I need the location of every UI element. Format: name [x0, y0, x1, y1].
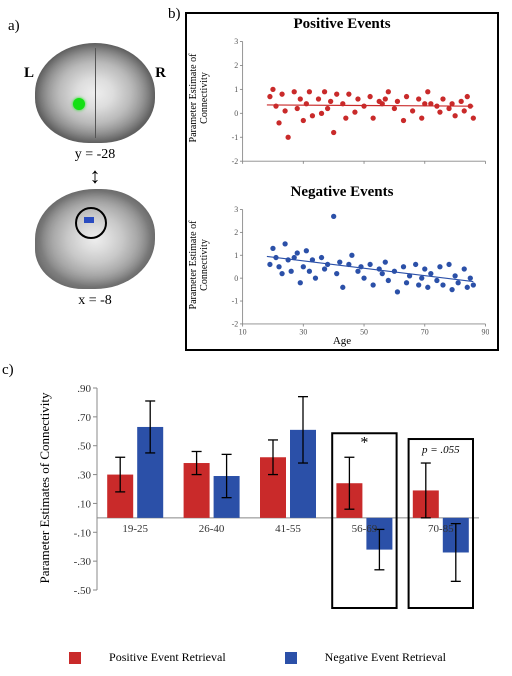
- svg-text:.10: .10: [77, 498, 91, 510]
- bar-panel: Parameter Estimates of Connectivity -.50…: [15, 370, 500, 665]
- svg-text:0: 0: [234, 273, 238, 282]
- svg-text:2: 2: [234, 228, 238, 237]
- xlabel: Age: [187, 335, 497, 347]
- right-hemisphere-label: R: [155, 65, 166, 82]
- svg-text:-.50: -.50: [74, 585, 92, 597]
- positive-title: Positive Events: [187, 16, 497, 33]
- brain-panel: L R y = -28 ↕ x = -8: [20, 35, 170, 335]
- svg-text:.70: .70: [77, 412, 91, 424]
- roi-circle: [75, 207, 107, 239]
- svg-text:.90: .90: [77, 383, 91, 395]
- coord-bottom: x = -8: [20, 293, 170, 309]
- svg-text:-2: -2: [232, 319, 239, 328]
- panel-b-label: b): [168, 6, 181, 23]
- positive-scatter-plot: -2 -1 0 1 2 3: [225, 38, 489, 170]
- svg-text:1: 1: [234, 85, 238, 94]
- svg-text:0: 0: [234, 109, 238, 118]
- bidirectional-arrow: ↕: [20, 167, 170, 185]
- activation-cluster-blue: [84, 217, 94, 223]
- svg-text:3: 3: [234, 206, 238, 214]
- svg-text:*: *: [360, 434, 368, 451]
- svg-text:26-40: 26-40: [199, 523, 225, 535]
- svg-text:56-69: 56-69: [352, 523, 378, 535]
- ylabel-negative: Parameter Estimate of Connectivity: [188, 200, 210, 330]
- positive-scatter-wrap: Positive Events Parameter Estimate of Co…: [187, 14, 497, 182]
- coronal-brain-slice: [35, 43, 155, 143]
- svg-text:1: 1: [234, 250, 238, 259]
- ylabel-positive: Parameter Estimate of Connectivity: [188, 33, 210, 163]
- svg-text:.30: .30: [77, 470, 91, 482]
- ylabel-c: Parameter Estimates of Connectivity: [37, 378, 53, 598]
- panel-c-label: c): [2, 362, 14, 379]
- svg-text:-2: -2: [232, 157, 239, 166]
- sagittal-brain-slice: [35, 189, 155, 289]
- svg-text:3: 3: [234, 38, 238, 46]
- legend: Positive Event Retrieval Negative Event …: [15, 650, 500, 665]
- svg-text:41-55: 41-55: [275, 523, 301, 535]
- legend-swatch-neg: [285, 652, 297, 664]
- activation-cluster-green: [73, 98, 85, 110]
- svg-text:-1: -1: [232, 133, 239, 142]
- scatter-panel: Positive Events Parameter Estimate of Co…: [185, 12, 499, 351]
- svg-text:-1: -1: [232, 296, 239, 305]
- legend-pos-label: Positive Event Retrieval: [109, 650, 226, 664]
- svg-text:-.30: -.30: [74, 556, 92, 568]
- negative-scatter-plot: -2-101231030507090: [225, 206, 489, 338]
- negative-scatter-wrap: Negative Events Parameter Estimate of Co…: [187, 182, 497, 350]
- legend-neg-label: Negative Event Retrieval: [325, 650, 446, 664]
- svg-text:-.10: -.10: [74, 527, 92, 539]
- svg-text:19-25: 19-25: [122, 523, 148, 535]
- legend-swatch-pos: [69, 652, 81, 664]
- svg-text:p = .055: p = .055: [421, 444, 460, 456]
- svg-text:.50: .50: [77, 441, 91, 453]
- negative-title: Negative Events: [187, 184, 497, 201]
- svg-text:2: 2: [234, 61, 238, 70]
- coord-top: y = -28: [20, 147, 170, 163]
- bar-chart: -.50 -.30 -.10 .10 .30 .50 .70 .90 19-25 26-40 41-…: [63, 380, 483, 610]
- panel-a-label: a): [8, 18, 20, 35]
- svg-text:70-85: 70-85: [428, 523, 454, 535]
- left-hemisphere-label: L: [24, 65, 34, 82]
